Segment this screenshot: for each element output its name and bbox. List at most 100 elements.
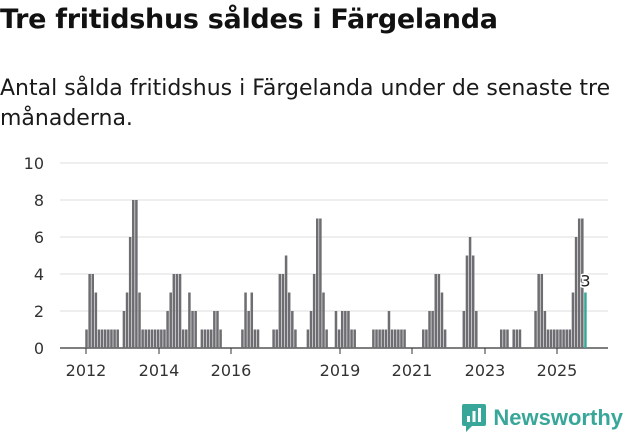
x-tick-label: 2025 [537, 361, 578, 380]
bar [185, 329, 188, 348]
bar [247, 311, 250, 348]
bar [110, 329, 113, 348]
y-tick-label: 8 [34, 191, 44, 210]
bar [200, 329, 204, 348]
chart-title: Tre fritidshus såldes i Färgelanda [0, 4, 498, 35]
bar [372, 329, 375, 348]
bar [306, 329, 310, 348]
bar [113, 329, 116, 348]
bar [319, 218, 322, 348]
bar [400, 329, 403, 348]
bar [125, 292, 129, 348]
bar [347, 311, 350, 348]
bar [518, 329, 522, 348]
bar [147, 329, 151, 348]
x-tick-label: 2019 [320, 361, 361, 380]
bar [116, 329, 119, 348]
bar [206, 329, 210, 348]
bar [244, 292, 247, 348]
bar [256, 329, 260, 348]
bar [97, 329, 101, 348]
bar [437, 274, 441, 348]
bar [499, 329, 503, 348]
bar [546, 329, 550, 348]
bar [425, 329, 428, 348]
bar [340, 311, 344, 348]
brand-name: Newsworthy [493, 405, 623, 430]
bar [462, 311, 466, 348]
newsworthy-brand: Newsworthy [461, 403, 623, 433]
bar [581, 218, 584, 348]
y-tick-label: 0 [34, 339, 44, 358]
bar [393, 329, 397, 348]
bar [188, 292, 191, 348]
bar [166, 311, 169, 348]
bar [559, 329, 562, 348]
bar [353, 329, 356, 348]
x-tick-label: 2016 [211, 361, 252, 380]
bar [219, 329, 222, 348]
bar [141, 329, 144, 348]
bar [181, 329, 185, 348]
bar [135, 200, 138, 348]
x-tick-label: 2012 [66, 361, 107, 380]
bar [471, 255, 475, 348]
x-tick-label: 2014 [139, 361, 180, 380]
bar [172, 274, 176, 348]
bar [316, 218, 319, 348]
bar [156, 329, 160, 348]
bar [475, 311, 478, 348]
bar [209, 329, 213, 348]
bar [515, 329, 519, 348]
bar [150, 329, 154, 348]
bar [556, 329, 559, 348]
bar [275, 329, 278, 348]
bar [322, 292, 325, 348]
bar [443, 329, 447, 348]
y-tick-label: 2 [34, 302, 44, 321]
bar [88, 274, 91, 348]
bar [169, 292, 172, 348]
bar [250, 292, 254, 348]
bar [431, 311, 434, 348]
bar [384, 329, 388, 348]
bar [216, 311, 219, 348]
bar [428, 311, 431, 348]
bar-value-label: 3 [580, 272, 590, 291]
bar [128, 237, 132, 348]
bar [577, 218, 581, 348]
bar [253, 329, 257, 348]
bar [565, 329, 568, 348]
y-tick-label: 4 [34, 265, 44, 284]
bar [375, 329, 378, 348]
bar [312, 274, 316, 348]
bar [272, 329, 275, 348]
bar [571, 292, 575, 348]
bar [512, 329, 515, 348]
bar-chart: 0 2 4 6 8 10 2012 2014 2016 2019 2021 2023 2025 3 [24, 154, 608, 380]
bar [562, 329, 565, 348]
bar [213, 311, 216, 348]
bar [506, 329, 509, 348]
bar [91, 274, 95, 348]
bar-chart-logo-icon [462, 404, 487, 432]
bar [287, 292, 291, 348]
y-tick-label: 6 [34, 228, 44, 247]
bar [100, 329, 104, 348]
bar [325, 329, 328, 348]
bar [584, 292, 587, 348]
bar [440, 292, 444, 348]
bar [107, 329, 110, 348]
bar [281, 274, 285, 348]
bar [334, 311, 338, 348]
bar [397, 329, 400, 348]
bar [403, 329, 406, 348]
bar [378, 329, 381, 348]
bar [534, 311, 537, 348]
x-tick-label: 2023 [465, 361, 506, 380]
bar [568, 329, 572, 348]
bar [284, 255, 288, 348]
bar [337, 329, 341, 348]
bar [309, 311, 313, 348]
bar [138, 292, 141, 348]
